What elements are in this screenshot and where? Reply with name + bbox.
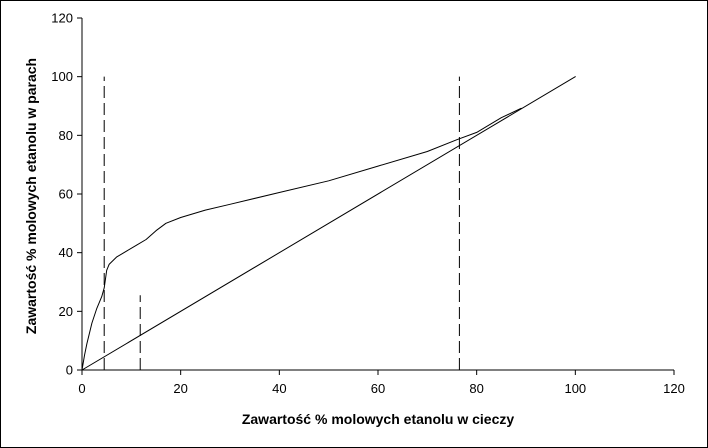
y-tick-label: 100 (51, 69, 73, 84)
x-tick-label: 80 (469, 381, 483, 396)
y-tick-label: 20 (59, 304, 73, 319)
y-tick-label: 40 (59, 245, 73, 260)
dashed-lines (103, 76, 460, 370)
x-tick-label: 60 (371, 381, 385, 396)
y-tick-labels: 0 20 40 60 80 100 120 (51, 11, 73, 378)
x-tick-label: 40 (272, 381, 286, 396)
x-tick-labels: 0 20 40 60 80 100 120 (78, 381, 684, 396)
series-group (81, 76, 576, 371)
y-tick-label: 60 (59, 187, 73, 202)
diagonal-line (81, 76, 576, 371)
x-axis-title: Zawartość % molowych etanolu w cieczy (242, 411, 515, 427)
x-tick-label: 120 (663, 381, 685, 396)
x-tick-label: 100 (564, 381, 586, 396)
axes (77, 17, 675, 375)
y-axis-title: Zawartość % molowych etanolu w parach (23, 58, 39, 334)
y-tick-label: 80 (59, 128, 73, 143)
equilibrium-curve (81, 107, 522, 371)
x-tick-label: 0 (78, 381, 85, 396)
y-tick-label: 120 (51, 11, 73, 26)
x-tick-label: 20 (173, 381, 187, 396)
y-tick-label: 0 (66, 363, 73, 378)
